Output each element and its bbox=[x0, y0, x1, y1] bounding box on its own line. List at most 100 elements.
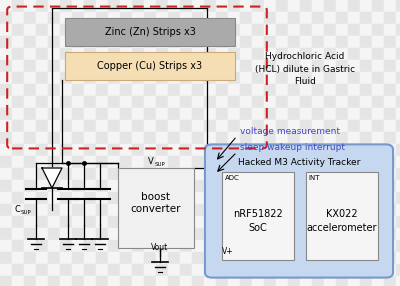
Bar bbox=[264, 120, 276, 132]
Bar bbox=[192, 192, 204, 204]
Bar bbox=[48, 168, 60, 180]
Bar bbox=[36, 60, 48, 72]
Bar bbox=[108, 180, 120, 192]
Bar bbox=[360, 24, 372, 36]
Bar bbox=[336, 168, 348, 180]
Bar bbox=[288, 0, 300, 12]
Bar bbox=[108, 12, 120, 24]
Bar bbox=[396, 252, 400, 264]
Bar bbox=[12, 192, 24, 204]
Bar bbox=[372, 72, 384, 84]
Bar bbox=[36, 108, 48, 120]
Bar bbox=[288, 180, 300, 192]
Bar bbox=[216, 252, 228, 264]
Bar bbox=[360, 144, 372, 156]
Bar bbox=[240, 0, 252, 12]
Bar bbox=[96, 36, 108, 48]
Bar bbox=[192, 168, 204, 180]
Bar bbox=[24, 228, 36, 240]
Bar bbox=[144, 264, 156, 276]
Bar bbox=[312, 276, 324, 286]
Bar bbox=[252, 192, 264, 204]
Bar bbox=[168, 264, 180, 276]
Bar bbox=[60, 144, 72, 156]
Bar bbox=[204, 132, 216, 144]
Bar bbox=[36, 156, 48, 168]
Bar bbox=[0, 60, 12, 72]
Bar bbox=[108, 192, 120, 204]
Bar bbox=[48, 192, 60, 204]
Bar bbox=[12, 216, 24, 228]
Bar bbox=[240, 192, 252, 204]
Bar bbox=[396, 204, 400, 216]
Bar bbox=[180, 264, 192, 276]
Bar bbox=[216, 12, 228, 24]
Bar bbox=[300, 120, 312, 132]
Bar bbox=[168, 60, 180, 72]
Bar bbox=[120, 168, 132, 180]
Bar bbox=[108, 0, 120, 12]
Bar bbox=[300, 168, 312, 180]
Bar bbox=[372, 36, 384, 48]
Bar bbox=[144, 120, 156, 132]
Bar bbox=[180, 276, 192, 286]
Bar bbox=[336, 204, 348, 216]
Bar bbox=[144, 24, 156, 36]
Bar bbox=[48, 216, 60, 228]
Bar bbox=[36, 0, 48, 12]
Bar bbox=[24, 84, 36, 96]
Bar bbox=[336, 48, 348, 60]
Bar bbox=[372, 132, 384, 144]
Bar bbox=[180, 108, 192, 120]
Bar bbox=[288, 144, 300, 156]
Bar bbox=[264, 24, 276, 36]
Bar bbox=[84, 264, 96, 276]
Bar bbox=[192, 216, 204, 228]
Bar bbox=[252, 96, 264, 108]
Bar bbox=[0, 156, 12, 168]
Bar bbox=[372, 48, 384, 60]
Bar bbox=[36, 132, 48, 144]
Bar bbox=[132, 192, 144, 204]
Bar bbox=[384, 144, 396, 156]
Bar bbox=[144, 12, 156, 24]
Bar bbox=[48, 24, 60, 36]
Bar bbox=[372, 192, 384, 204]
Bar bbox=[288, 228, 300, 240]
Bar bbox=[132, 36, 144, 48]
Bar bbox=[0, 36, 12, 48]
Bar bbox=[312, 252, 324, 264]
Bar bbox=[252, 228, 264, 240]
Bar bbox=[384, 252, 396, 264]
Bar bbox=[156, 36, 168, 48]
Bar bbox=[180, 204, 192, 216]
Bar bbox=[0, 192, 12, 204]
Bar bbox=[132, 96, 144, 108]
Bar bbox=[72, 204, 84, 216]
Bar bbox=[156, 108, 168, 120]
Bar bbox=[228, 72, 240, 84]
Bar bbox=[300, 36, 312, 48]
Bar bbox=[180, 180, 192, 192]
Bar bbox=[144, 216, 156, 228]
Bar bbox=[0, 120, 12, 132]
Bar bbox=[12, 144, 24, 156]
Bar bbox=[168, 204, 180, 216]
Bar bbox=[144, 96, 156, 108]
Bar bbox=[48, 108, 60, 120]
Bar bbox=[120, 192, 132, 204]
Bar bbox=[65, 18, 235, 46]
Bar bbox=[192, 204, 204, 216]
Bar bbox=[96, 204, 108, 216]
Bar bbox=[144, 276, 156, 286]
Bar bbox=[0, 48, 12, 60]
Bar bbox=[324, 108, 336, 120]
Bar bbox=[168, 24, 180, 36]
Bar bbox=[348, 60, 360, 72]
Bar bbox=[360, 120, 372, 132]
Bar bbox=[168, 132, 180, 144]
Bar bbox=[192, 36, 204, 48]
Bar bbox=[132, 48, 144, 60]
Bar bbox=[84, 24, 96, 36]
Bar bbox=[276, 276, 288, 286]
